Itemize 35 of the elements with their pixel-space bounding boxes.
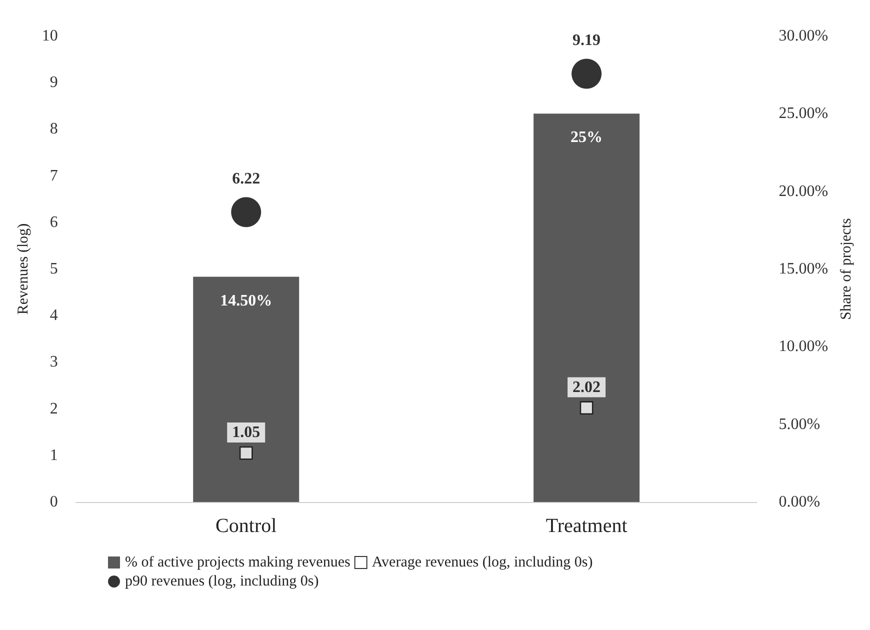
point <box>580 401 594 414</box>
y2-axis-title: Share of projects <box>838 218 854 320</box>
data-label: 14.50% <box>220 292 272 310</box>
y-tick-label: 2 <box>50 400 58 418</box>
y-tick-label: 7 <box>50 167 58 184</box>
y2-tick-label: 15.00% <box>778 260 828 278</box>
legend-label: Average revenues (log, including 0s) <box>372 554 593 570</box>
y-tick-label: 6 <box>50 214 58 231</box>
point <box>572 58 602 89</box>
y-tick-label: 10 <box>42 28 58 44</box>
data-label: 2.02 <box>572 378 601 396</box>
y-tick-label: 4 <box>50 307 58 324</box>
y-tick-label: 1 <box>50 446 58 464</box>
y2-tick-label: 20.00% <box>778 182 828 200</box>
y-tick-label: 8 <box>50 120 58 138</box>
y-tick-label: 3 <box>50 354 58 371</box>
data-label: 9.19 <box>572 32 601 50</box>
y2-tick-label: 0.00% <box>778 494 820 510</box>
y-tick-label: 0 <box>50 494 58 510</box>
data-label: 1.05 <box>232 424 260 441</box>
y-tick-label: 5 <box>50 260 58 278</box>
x-tick-label: Control <box>216 515 278 537</box>
y2-tick-label: 5.00% <box>778 416 820 433</box>
legend-label: % of active projects making revenues <box>125 554 350 570</box>
x-tick-label: Treatment <box>546 515 628 537</box>
y2-tick-label: 10.00% <box>778 338 828 356</box>
y2-tick-label: 25.00% <box>778 105 828 122</box>
point <box>240 446 253 460</box>
y-axis-title: Revenues (log) <box>16 223 32 315</box>
y-tick-label: 9 <box>50 74 58 92</box>
legend-label: p90 revenues (log, including 0s) <box>125 574 319 590</box>
y2-tick-label: 30.00% <box>778 28 828 44</box>
data-label: 25% <box>570 129 603 146</box>
point <box>231 197 262 228</box>
data-label: 6.22 <box>232 170 260 188</box>
